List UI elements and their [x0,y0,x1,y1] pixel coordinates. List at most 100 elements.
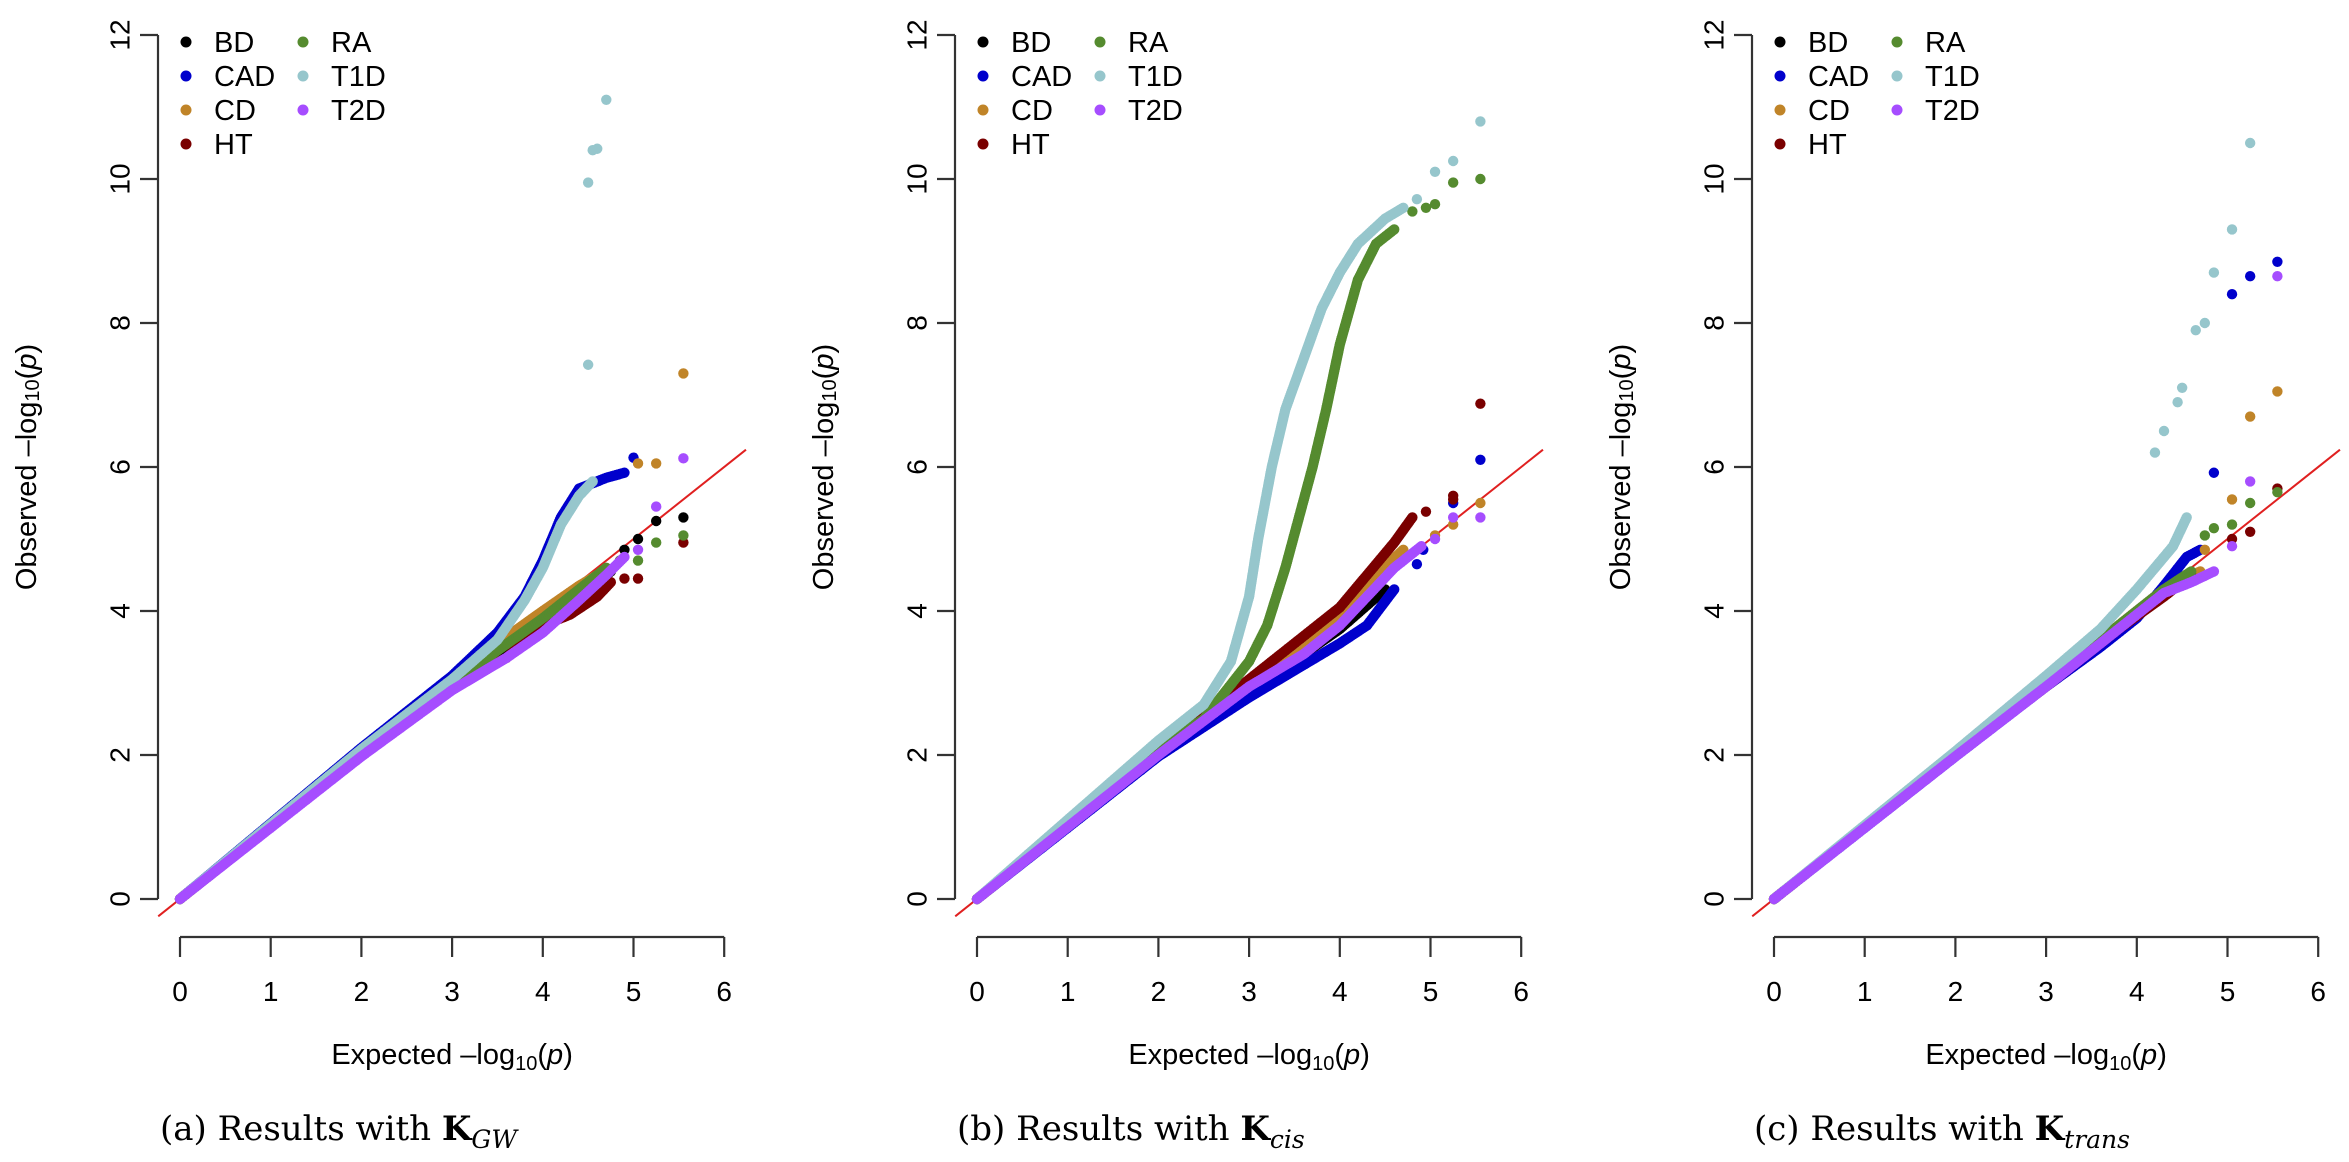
legend-marker [977,70,989,82]
data-point-outlier [632,458,644,469]
y-tick-label: 2 [902,747,933,763]
data-point-outlier [1475,512,1486,523]
legend-item-ht: HT [977,129,1050,161]
data-point-outlier [601,94,612,106]
x-tick-label: 3 [2038,976,2054,1007]
x-tick-label: 5 [626,976,642,1007]
data-point-outlier [2244,411,2256,422]
data-point-outlier [2208,467,2220,478]
x-tick-label: 0 [1766,976,1782,1007]
panel-caption: (b) Results with Kcis [957,1109,1305,1154]
x-tick-label: 6 [2310,976,2326,1007]
series-ht [174,537,689,905]
caption-subscript: cis [1270,1125,1305,1154]
x-tick-label: 2 [354,976,370,1007]
series-t1d [971,116,1486,905]
x-axis-title: Expected –log10(p) [331,1039,573,1075]
data-point-outlier [582,359,594,370]
data-point-outlier [1411,193,1423,205]
data-point-outlier [1475,173,1486,185]
legend-marker [977,104,989,116]
y-tick-label: 10 [105,163,136,194]
y-axis-title: Observed –log10(p) [808,344,841,590]
y-tick-label: 2 [105,747,136,763]
y-tick-label: 0 [902,891,933,907]
legend-label: CD [1011,95,1053,127]
x-tick-label: 6 [716,976,732,1007]
data-point [1389,584,1400,595]
legend-item-t2d: T2D [1094,95,1183,127]
data-point [619,551,630,563]
legend-marker [297,104,309,116]
data-point-outlier [632,544,644,555]
data-point-outlier [632,555,644,566]
y-tick-label: 12 [902,19,933,50]
legend-marker [1094,70,1106,82]
legend-marker [180,138,192,150]
legend-label: T2D [331,95,386,127]
y-tick-label: 8 [105,315,136,331]
x-tick-label: 2 [1151,976,1167,1007]
data-point-outlier [650,515,662,527]
legend-item-t2d: T2D [297,95,386,127]
x-tick-label: 4 [535,976,551,1007]
x-tick-label: 0 [969,976,985,1007]
caption-prefix: (a) Results with [160,1109,442,1149]
y-tick-label: 12 [105,19,136,50]
y-tick-label: 6 [902,459,933,475]
series-cd [174,368,689,905]
series-t2d [174,453,689,905]
data-point-outlier [1429,533,1441,545]
x-tick-label: 4 [1332,976,1348,1007]
data-point-outlier [1447,512,1459,523]
legend-label: BD [214,27,254,59]
x-tick-label: 0 [172,976,188,1007]
x-axis-title: Expected –log10(p) [1925,1039,2167,1075]
legend-label: T1D [331,61,386,93]
data-point-outlier [1429,166,1441,177]
data-point [1389,224,1400,235]
y-tick-label: 0 [1699,891,1730,907]
data-point-outlier [650,501,662,512]
legend-marker [977,138,989,150]
data-point-outlier [650,458,662,469]
data-point-outlier [2272,256,2283,267]
y-tick-label: 4 [1699,603,1730,619]
data-point-outlier [1420,202,1432,213]
y-axis-title: Observed –log10(p) [1605,344,1638,590]
legend-item-ra: RA [297,27,372,59]
legend-item-bd: BD [180,27,254,59]
data-point-outlier [678,537,689,548]
legend-marker [977,36,989,48]
y-tick-label: 4 [902,603,933,619]
y-tick-label: 10 [1699,163,1730,194]
data-point [587,476,598,487]
data-point-outlier [632,533,644,545]
legend-marker [180,104,192,116]
x-tick-label: 1 [263,976,279,1007]
data-point-outlier [1475,398,1486,409]
data-point-outlier [1420,506,1432,517]
x-tick-label: 2 [1948,976,1964,1007]
legend-label: BD [1011,27,1051,59]
x-tick-label: 5 [1423,976,1439,1007]
data-point-outlier [2244,271,2256,282]
legend-item-t1d: T1D [1094,61,1183,93]
y-tick-label: 6 [105,459,136,475]
legend-label: T1D [1128,61,1183,93]
legend-label: CAD [214,61,275,93]
data-point-outlier [2226,289,2238,300]
data-point-outlier [678,530,689,541]
x-tick-label: 6 [1513,976,1529,1007]
data-point-outlier [2199,544,2211,555]
data-point-outlier [1447,177,1459,188]
legend-item-cd: CD [180,95,256,127]
data-point-outlier [1447,155,1459,167]
data-point-outlier [678,453,689,464]
